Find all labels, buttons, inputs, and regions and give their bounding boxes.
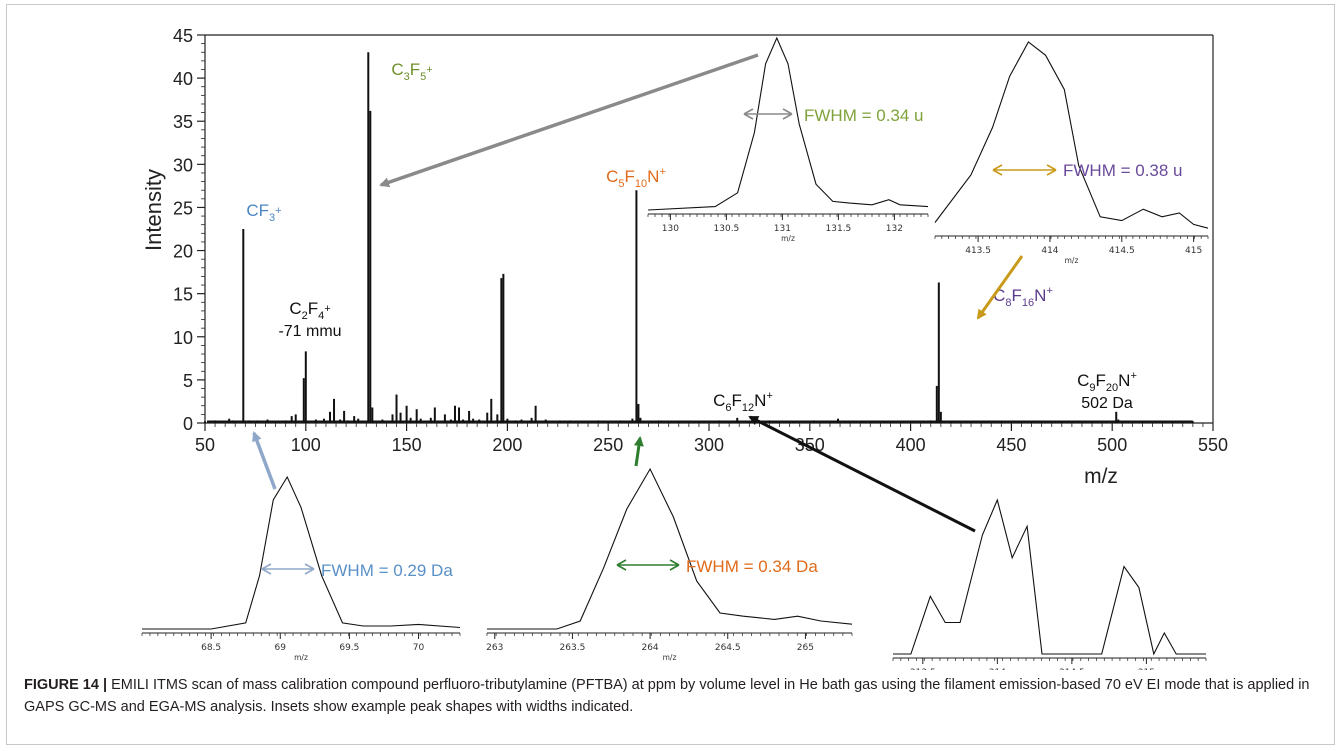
inset-trace xyxy=(142,475,461,630)
fwhm-label: FWHM = 0.34 Da xyxy=(686,557,818,576)
fwhm-arrowhead-left xyxy=(261,563,272,575)
x-tick-label: 450 xyxy=(996,435,1026,455)
caption-text: EMILI ITMS scan of mass calibration comp… xyxy=(24,677,1310,715)
inset-tick-label: 264.5 xyxy=(715,643,741,653)
x-tick-label: 250 xyxy=(593,435,623,455)
x-tick-label: 50 xyxy=(195,435,215,455)
inset-tick-label: 414.5 xyxy=(1109,246,1135,256)
fwhm-arrowhead-left xyxy=(992,164,1003,176)
inset-axis-label: m/z xyxy=(1065,256,1079,265)
y-ticks: 0 5 10 15 20 25 30 35 40 45 xyxy=(173,26,205,434)
arrow-inset-131 xyxy=(379,53,759,188)
inset-tick-label: 130 xyxy=(662,224,679,234)
inset-axis-label: m/z xyxy=(663,653,677,662)
inset-trace xyxy=(934,41,1209,229)
y-tick-label: 0 xyxy=(183,414,193,434)
inset-axis-label: m/z xyxy=(294,653,308,662)
inset-trace xyxy=(647,36,929,211)
inset-tick-label: 315 xyxy=(1138,668,1155,670)
inset-69: 68.5 69 69.5 70 m/z FWHM = 0.29 Da xyxy=(141,475,461,662)
inset-tick-label: 414 xyxy=(1041,246,1058,256)
inset-tick-label: 131.5 xyxy=(826,224,852,234)
ion-labels: CF3+ C3F5+ C2F4+-71 mmu C5F10N+ C6F12N+ C8F16… xyxy=(246,60,1137,414)
x-tick-label: 400 xyxy=(896,435,926,455)
inset-tick-label: 314 xyxy=(989,668,1006,670)
y-tick-label: 15 xyxy=(173,285,193,305)
inset-314: 313.5314314.5315m/z xyxy=(892,498,1207,670)
inset-414: 413.5 414 414.5 415 m/z FWHM = 0.38 u xyxy=(934,41,1209,265)
x-tick-label: 150 xyxy=(392,435,422,455)
x-tick-label: 200 xyxy=(492,435,522,455)
x-tick-label: 550 xyxy=(1198,435,1228,455)
fwhm-arrowhead-left xyxy=(616,559,627,571)
inset-tick-label: 69 xyxy=(275,643,287,653)
inset-tick-label: 413.5 xyxy=(965,246,991,256)
fwhm-label: FWHM = 0.29 Da xyxy=(321,561,453,580)
inset-axis-label: m/z xyxy=(781,234,795,243)
inset-tick-label: 265 xyxy=(797,643,814,653)
arrow-inset-414 xyxy=(976,255,1024,320)
caption-label: FIGURE 14 | xyxy=(24,677,108,693)
inset-arrows xyxy=(252,53,1024,533)
ion-label: C5F10N+ xyxy=(606,166,666,190)
inset-tick-label: 70 xyxy=(413,643,425,653)
x-tick-label: 100 xyxy=(291,435,321,455)
ion-label: C8F16N+ xyxy=(993,285,1053,309)
ion-label: C6F12N+ xyxy=(713,390,773,414)
inset-tick-label: 68.5 xyxy=(201,643,221,653)
inset-131: 130 130.5 131 131.5 132 m/z FWHM = 0.34 u xyxy=(647,36,929,243)
ion-note: -71 mmu xyxy=(278,323,341,340)
fwhm-arrowhead-left xyxy=(743,108,754,120)
fwhm-label: FWHM = 0.34 u xyxy=(804,106,924,125)
y-tick-label: 30 xyxy=(173,155,193,175)
ion-label: C9F20N+ xyxy=(1077,370,1137,394)
ion-label: C3F5+ xyxy=(391,60,432,83)
ion-label: C2F4+ xyxy=(289,299,330,322)
inset-tick-label: 130.5 xyxy=(714,224,740,234)
inset-plots: 130 130.5 131 131.5 132 m/z FWHM = 0.34 u 413.5… xyxy=(141,36,1209,670)
fwhm-arrowhead-right xyxy=(669,559,680,571)
y-tick-label: 20 xyxy=(173,242,193,262)
inset-tick-label: 313.5 xyxy=(910,668,936,670)
spectrum-peaks xyxy=(204,52,1194,423)
figure-caption: FIGURE 14 | EMILI ITMS scan of mass cali… xyxy=(24,674,1314,718)
inset-264: 263 263.5 264 264.5 265 m/z FWHM = 0.34 Da xyxy=(486,467,853,662)
y-tick-label: 40 xyxy=(173,69,193,89)
arrow-inset-69 xyxy=(252,431,277,490)
x-tick-label: 500 xyxy=(1097,435,1127,455)
arrow-inset-264 xyxy=(633,436,644,467)
fwhm-arrowhead-right xyxy=(304,563,315,575)
y-tick-label: 5 xyxy=(183,371,193,391)
y-axis-label: Intensity xyxy=(141,169,166,251)
x-ticks: 50 100 150 200 250 300 350 400 450 500 550 xyxy=(195,423,1228,455)
inset-tick-label: 415 xyxy=(1185,246,1202,256)
inset-tick-label: 131 xyxy=(774,224,791,234)
figure-frame xyxy=(6,4,1335,745)
x-axis-label: m/z xyxy=(1084,465,1118,488)
inset-tick-label: 263 xyxy=(486,643,503,653)
inset-trace xyxy=(893,498,1206,656)
y-tick-label: 10 xyxy=(173,328,193,348)
x-tick-label: 300 xyxy=(694,435,724,455)
inset-trace xyxy=(487,467,853,630)
y-tick-label: 35 xyxy=(173,112,193,132)
fwhm-arrowhead-right xyxy=(1046,164,1057,176)
fwhm-label: FWHM = 0.38 u xyxy=(1063,161,1183,180)
arrow-inset-314 xyxy=(748,415,976,533)
y-tick-label: 25 xyxy=(173,198,193,218)
inset-tick-label: 132 xyxy=(886,224,903,234)
ion-note: 502 Da xyxy=(1081,395,1133,412)
inset-tick-label: 314.5 xyxy=(1059,668,1085,670)
y-tick-label: 45 xyxy=(173,26,193,46)
fwhm-arrowhead-right xyxy=(782,108,793,120)
inset-tick-label: 69.5 xyxy=(339,643,359,653)
inset-tick-label: 263.5 xyxy=(560,643,586,653)
inset-tick-label: 264 xyxy=(641,643,658,653)
ion-label: CF3+ xyxy=(246,201,281,224)
